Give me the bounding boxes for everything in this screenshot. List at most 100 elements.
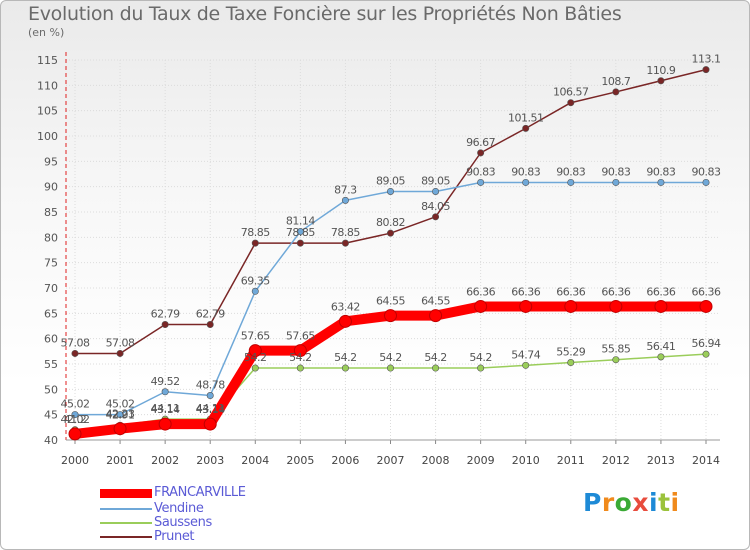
data-label-saussens: 44.11 [151, 402, 180, 415]
data-point-vendine [206, 392, 214, 400]
data-label-prunet: 101.51 [508, 111, 544, 124]
data-label-vendine: 90.83 [511, 165, 540, 178]
data-point-saussens [657, 353, 665, 361]
x-tick-label: 2000 [61, 454, 89, 467]
data-label-vendine: 49.52 [151, 375, 180, 388]
data-label-vendine: 45.02 [106, 398, 135, 411]
data-point-prunet [522, 124, 530, 132]
y-tick-label: 95 [44, 155, 58, 168]
data-label-saussens: 54.2 [289, 351, 312, 364]
data-point-prunet [71, 349, 79, 357]
data-point-vendine [386, 187, 394, 195]
y-tick-label: 110 [37, 79, 58, 92]
x-tick-label: 2014 [692, 454, 720, 467]
legend-swatch-prunet [100, 536, 152, 538]
data-label-vendine: 81.14 [286, 215, 315, 228]
logo-letter: t [658, 488, 671, 517]
y-tick-label: 40 [44, 434, 58, 447]
data-point-saussens [432, 364, 440, 372]
data-point-prunet [477, 149, 485, 157]
data-point-francarville [519, 299, 533, 313]
data-point-vendine [612, 178, 620, 186]
data-label-saussens: 54.2 [334, 351, 357, 364]
legend-item-vendine[interactable]: Vendine [100, 501, 204, 516]
legend-item-saussens[interactable]: Saussens [100, 516, 212, 530]
logo-letter: P [583, 488, 602, 517]
legend-label-saussens: Saussens [154, 515, 212, 530]
data-point-francarville [384, 309, 397, 323]
data-point-vendine [341, 196, 349, 204]
data-label-francarville: 57.65 [286, 330, 315, 343]
data-point-vendine [477, 178, 485, 186]
data-label-saussens: 55.85 [601, 343, 630, 356]
data-point-francarville [68, 427, 82, 441]
data-point-prunet [161, 321, 169, 329]
data-label-saussens: 54.2 [244, 351, 267, 364]
legend-label-vendine: Vendine [154, 501, 204, 516]
legend-swatch-francarville [100, 488, 152, 498]
data-point-saussens [702, 350, 710, 358]
data-point-vendine [71, 411, 79, 419]
data-label-prunet: 108.7 [601, 75, 630, 88]
data-label-francarville: 43.14 [151, 403, 180, 416]
legend-item-francarville[interactable]: FRANCARVILLE [100, 486, 246, 500]
grid-layer [66, 59, 720, 441]
x-tick-label: 2013 [647, 454, 675, 467]
data-point-prunet [341, 239, 349, 247]
data-label-vendine: 69.35 [241, 274, 270, 287]
data-label-saussens: 44.11 [196, 402, 225, 415]
data-point-vendine [296, 228, 304, 236]
x-tick-label: 2011 [557, 454, 585, 467]
data-label-francarville: 42.23 [106, 408, 135, 421]
data-point-vendine [116, 411, 124, 419]
data-label-prunet: 80.82 [376, 216, 405, 229]
logo-letter: i [649, 488, 659, 517]
proxiti-logo: Proxiti [583, 488, 680, 517]
legend-item-prunet[interactable]: Prunet [100, 529, 195, 544]
series-layer [68, 66, 713, 441]
y-tick-label: 80 [44, 231, 58, 244]
data-label-vendine: 90.83 [556, 165, 585, 178]
x-tick-label: 2012 [602, 454, 630, 467]
data-label-saussens: 54.2 [424, 351, 447, 364]
y-tick-label: 50 [44, 383, 58, 396]
data-point-francarville [203, 417, 217, 431]
data-label-saussens: 55.29 [556, 346, 585, 359]
data-point-vendine [567, 178, 575, 186]
x-tick-label: 2005 [286, 454, 314, 467]
x-tick-label: 2004 [241, 454, 269, 467]
y-tick-label: 55 [44, 358, 58, 371]
data-point-francarville [564, 299, 578, 313]
data-label-saussens: 54.2 [469, 351, 492, 364]
x-tick-label: 2007 [377, 454, 405, 467]
data-point-prunet [386, 229, 394, 237]
data-point-saussens [386, 364, 394, 372]
logo-letter: o [614, 488, 633, 517]
data-point-vendine [522, 178, 530, 186]
data-label-francarville: 64.55 [421, 295, 450, 308]
data-label-francarville: 66.36 [466, 285, 495, 298]
x-tick-label: 2009 [467, 454, 495, 467]
data-point-prunet [612, 88, 620, 96]
legend-swatch-vendine [100, 508, 152, 510]
data-label-prunet: 78.85 [331, 226, 360, 239]
x-tick-label: 2001 [106, 454, 134, 467]
data-label-saussens: 54.74 [511, 348, 540, 361]
data-label-francarville: 66.36 [511, 285, 540, 298]
data-point-prunet [702, 66, 710, 74]
data-label-francarville: 64.55 [376, 295, 405, 308]
data-label-francarville: 66.36 [692, 285, 721, 298]
data-label-prunet: 84.05 [421, 200, 450, 213]
data-label-francarville: 41.2 [64, 413, 87, 426]
legend-label-prunet: Prunet [154, 529, 195, 544]
y-tick-label: 100 [37, 130, 58, 143]
data-label-prunet: 106.57 [553, 86, 589, 99]
data-point-francarville [699, 299, 713, 313]
data-label-prunet: 96.67 [466, 136, 495, 149]
data-label-francarville: 66.36 [556, 285, 585, 298]
data-point-prunet [432, 213, 440, 221]
data-label-saussens: 42.91 [106, 408, 135, 421]
data-point-prunet [296, 239, 304, 247]
